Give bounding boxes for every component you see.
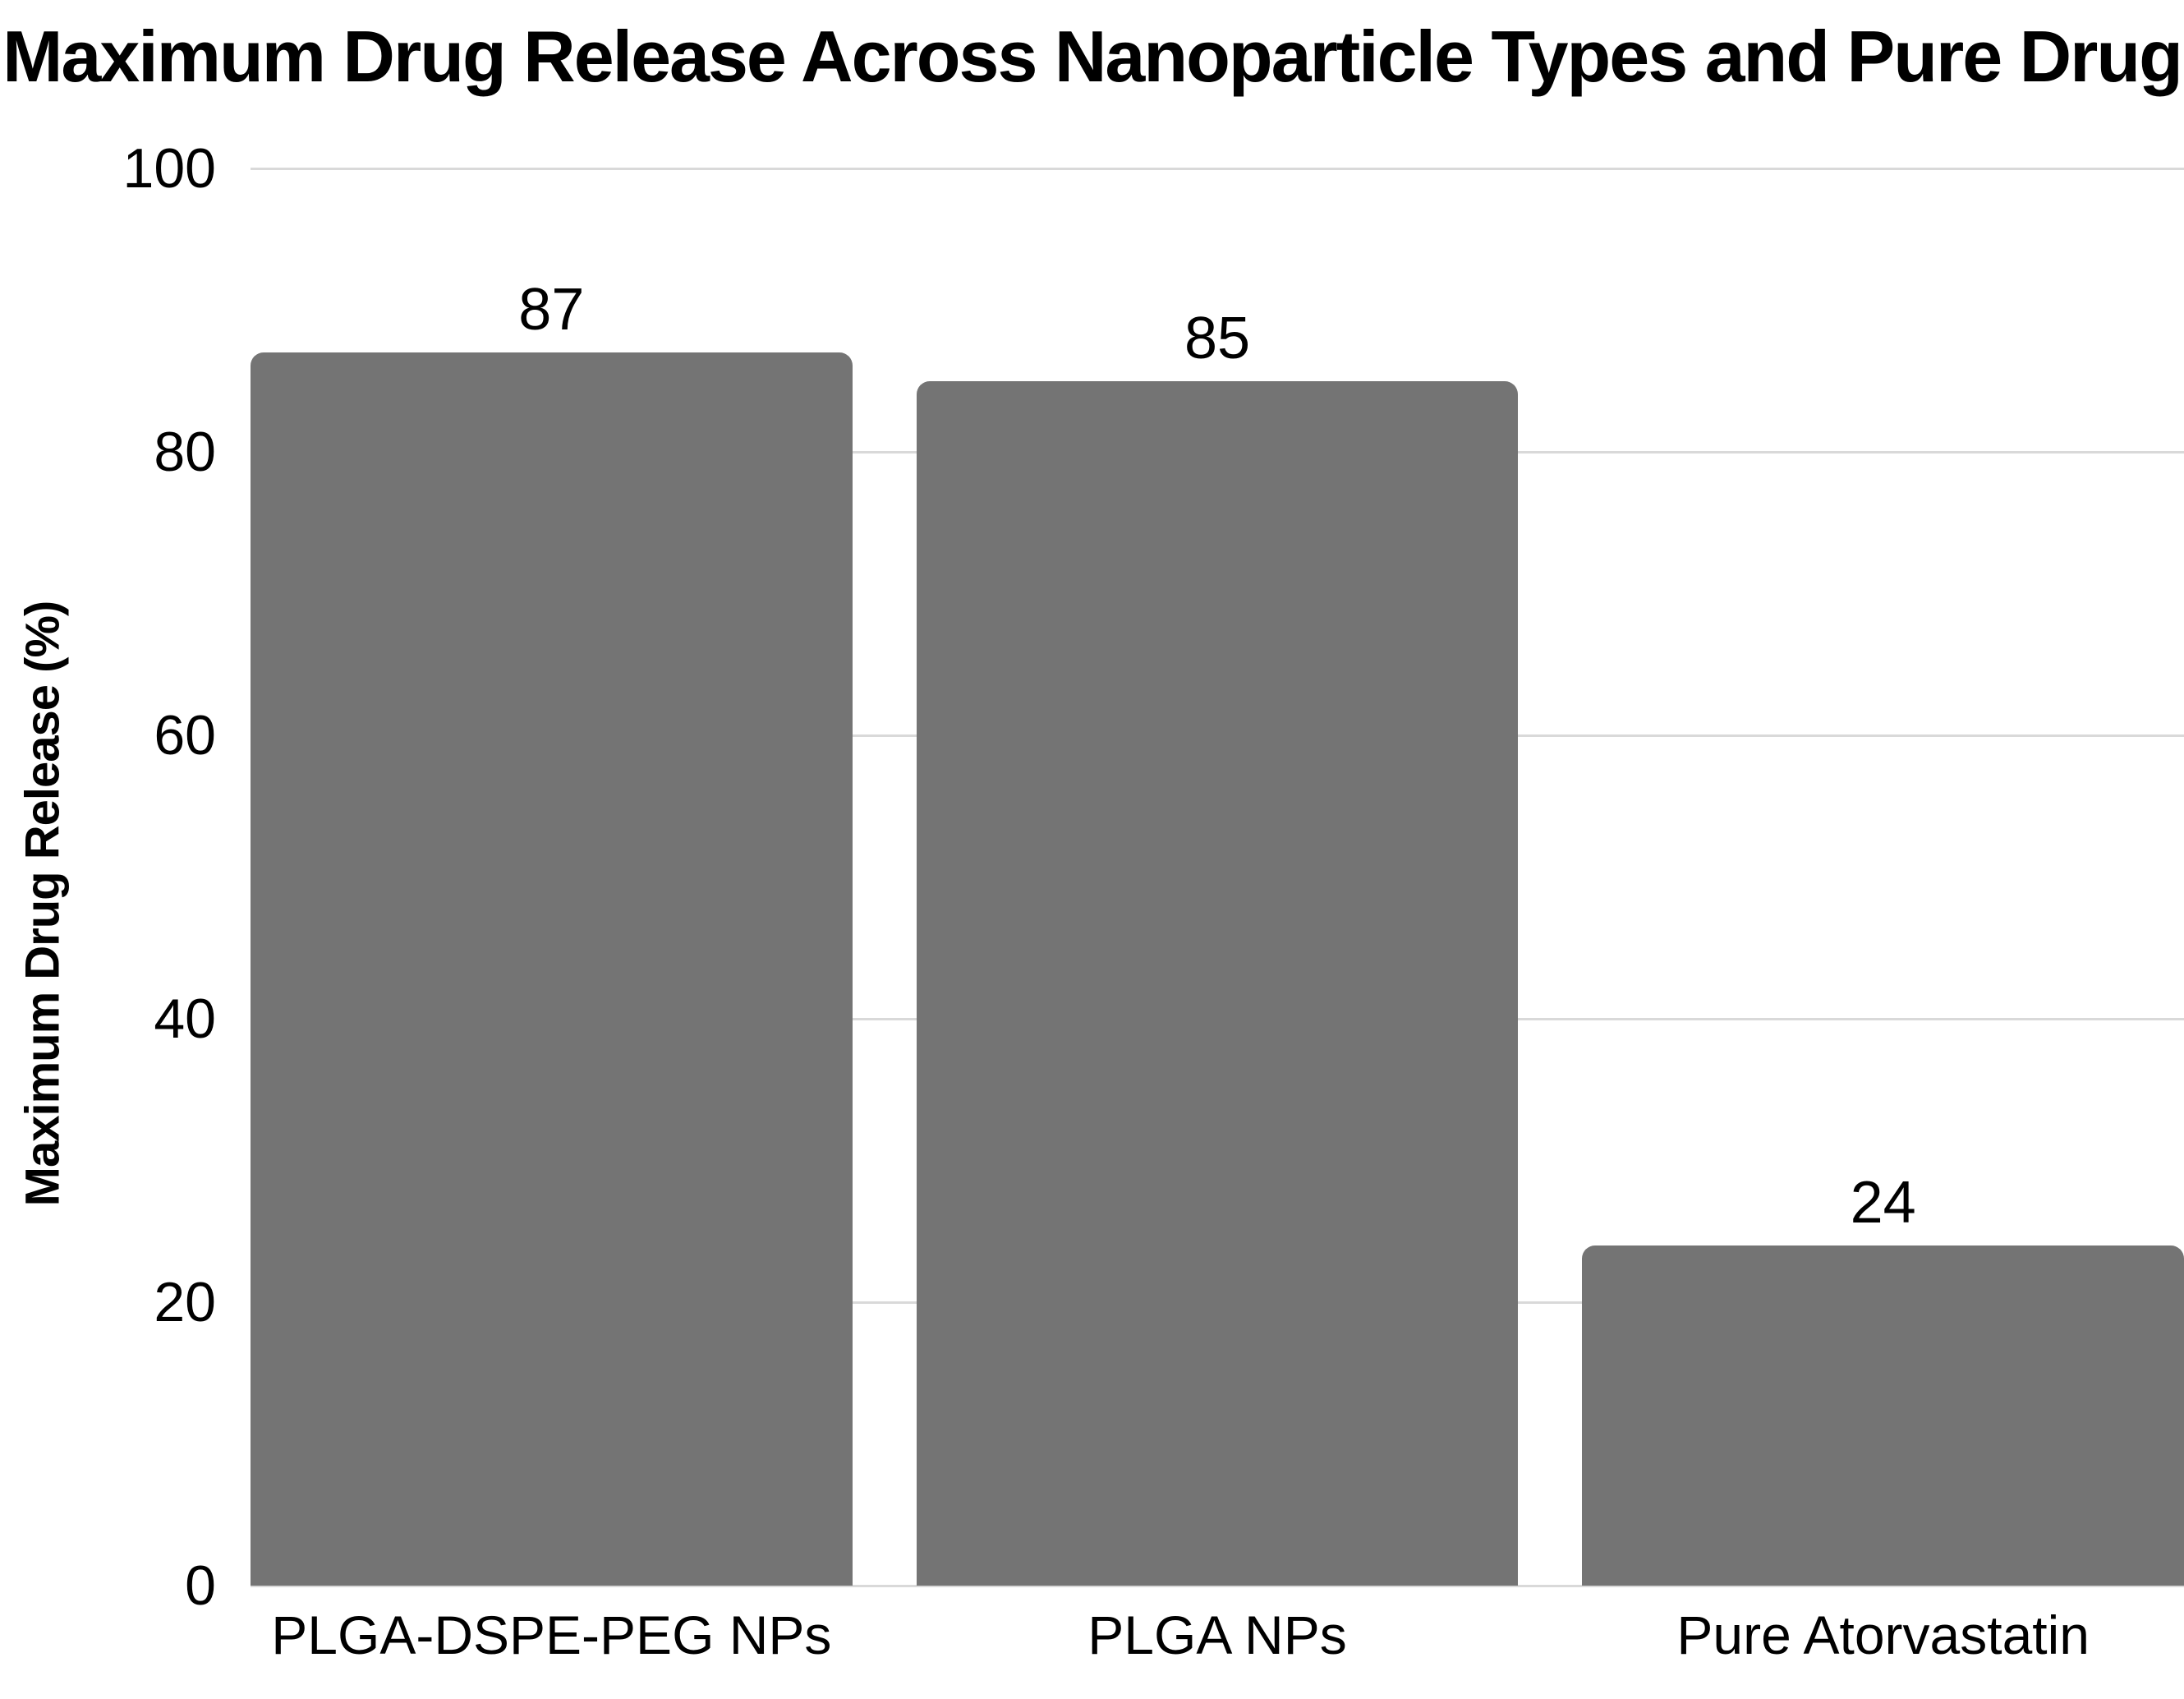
gridline-y-0: [251, 1584, 2184, 1587]
bar-value-label-1: 87: [518, 277, 585, 343]
y-axis-title: Maximum Drug Release (%): [16, 601, 70, 1207]
bar-1: [251, 352, 853, 1586]
bar-2: [916, 380, 1519, 1586]
y-tick-label-100: 100: [122, 137, 216, 200]
gridline-y-100: [251, 167, 2184, 170]
bars-layer: 87 85 24: [251, 168, 2184, 1586]
y-tick-label-20: 20: [154, 1271, 216, 1333]
y-tick-label-60: 60: [154, 704, 216, 767]
bar-slot-2: 85: [916, 168, 1519, 1586]
y-tick-label-0: 0: [185, 1554, 216, 1617]
bar-slot-3: 24: [1582, 168, 2184, 1586]
y-tick-label-40: 40: [154, 988, 216, 1050]
chart-title: Maximum Drug Release Across Nanoparticle…: [2, 16, 2183, 97]
plot-area: 0 20 40 60 80 100 87 85 24: [123, 140, 2184, 1614]
bar-3: [1582, 1245, 2184, 1586]
x-tick-label-1: PLGA-DSPE-PEG NPs: [271, 1605, 832, 1665]
bar-value-label-2: 85: [1184, 305, 1251, 371]
bar-slot-1: 87: [251, 168, 853, 1586]
bar-value-label-3: 24: [1850, 1170, 1916, 1236]
y-tick-label-80: 80: [154, 421, 216, 483]
x-axis-labels: PLGA-DSPE-PEG NPs PLGA NPs Pure Atorvastat…: [251, 1604, 2184, 1666]
x-tick-label-2: PLGA NPs: [1087, 1605, 1347, 1665]
x-tick-label-3: Pure Atorvastatin: [1676, 1605, 2090, 1665]
